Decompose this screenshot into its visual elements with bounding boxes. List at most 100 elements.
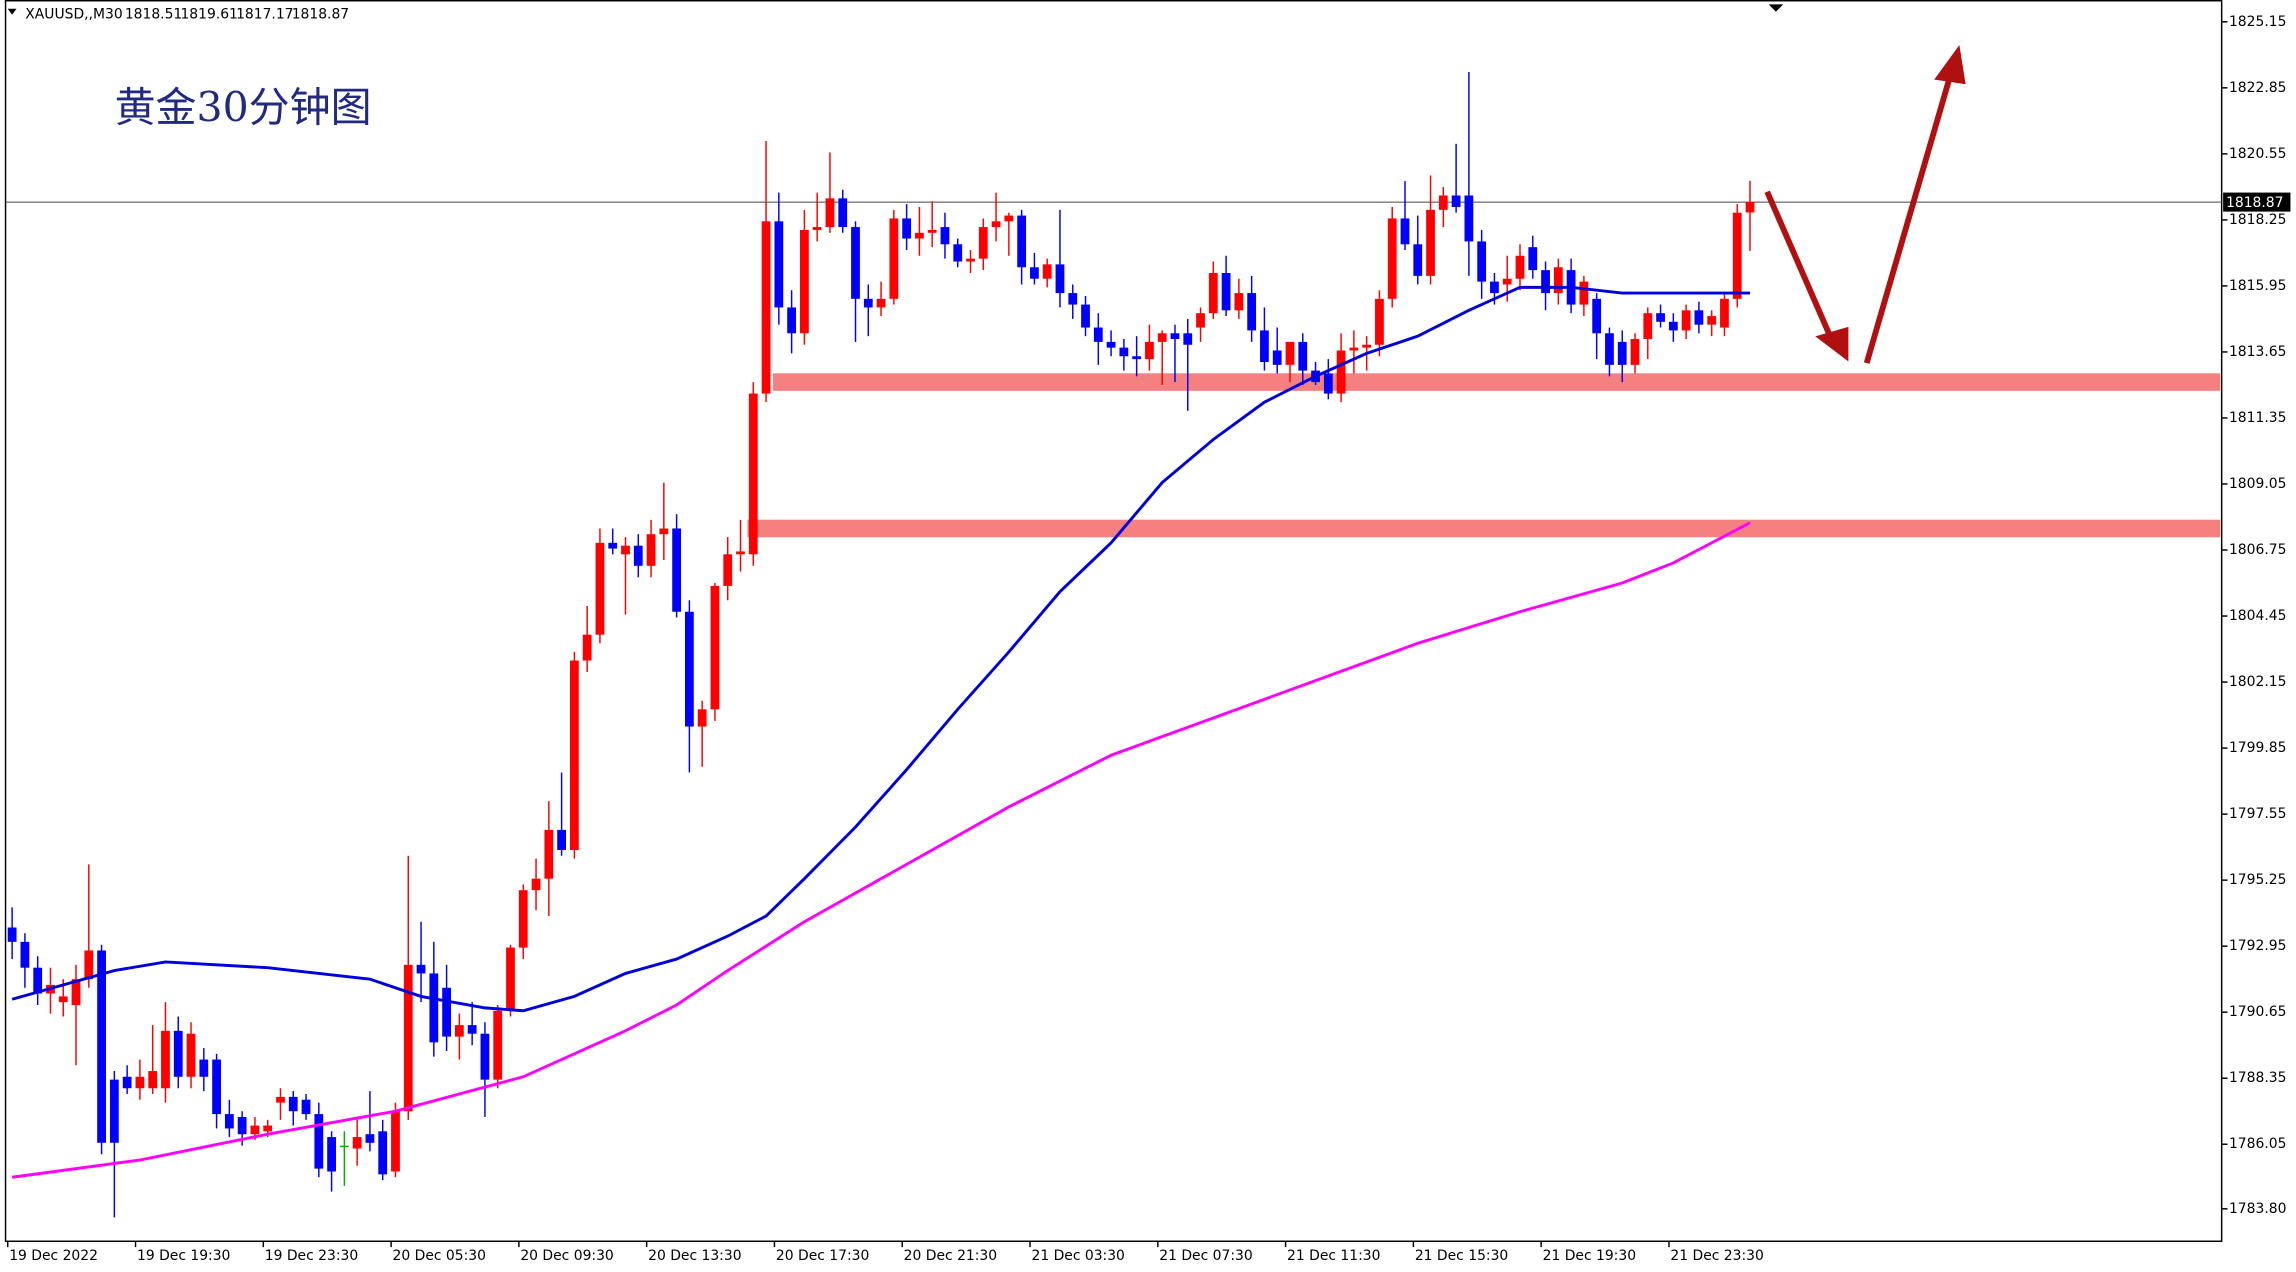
x-tick-label: 21 Dec 15:30	[1415, 1248, 1508, 1264]
x-tick-label: 20 Dec 13:30	[648, 1248, 741, 1264]
candle-body	[1694, 310, 1704, 325]
y-tick-label: 1811.35	[2229, 410, 2286, 426]
header-value: 1818.87	[292, 7, 349, 23]
candle-body	[58, 996, 68, 1003]
chart-title: 黄金30分钟图	[115, 84, 372, 132]
candle-body	[1502, 278, 1512, 285]
candle-body	[876, 298, 886, 308]
x-tick-label: 21 Dec 19:30	[1543, 1248, 1636, 1264]
y-tick-label: 1792.95	[2229, 938, 2286, 954]
candle-body	[1068, 293, 1078, 305]
candle-body	[506, 947, 515, 1011]
candle-body	[1323, 373, 1333, 394]
x-tick-label: 21 Dec 11:30	[1287, 1248, 1380, 1264]
candle-body	[1451, 195, 1461, 207]
y-tick-label: 1804.45	[2229, 608, 2286, 624]
candle-body	[774, 221, 784, 308]
candle-body	[723, 554, 733, 586]
candle-body	[1004, 215, 1014, 222]
y-tick-label: 1786.05	[2229, 1136, 2286, 1152]
candle-body	[787, 307, 797, 334]
candle-body	[467, 1025, 477, 1034]
price-tag-label: 1818.87	[2226, 195, 2283, 211]
x-tick-label: 19 Dec 23:30	[265, 1248, 358, 1264]
candle-body	[531, 878, 541, 891]
candle-body	[161, 1030, 170, 1089]
y-tick-label: 1806.75	[2229, 542, 2286, 558]
candle-body	[1668, 321, 1678, 331]
candle-body	[7, 927, 17, 942]
candle-body	[940, 227, 950, 245]
y-tick-label: 1797.55	[2229, 806, 2286, 822]
symbol: XAUUSD,,M30	[25, 7, 122, 23]
candle-body	[493, 1010, 503, 1080]
candle-body	[1656, 313, 1665, 322]
candle-body	[1298, 341, 1308, 371]
y-tick-label: 1825.15	[2229, 14, 2286, 30]
candle-body	[1515, 255, 1525, 279]
candle-body	[1745, 202, 1755, 213]
plot-frame	[4, 0, 2223, 1242]
y-tick-label: 1813.65	[2229, 344, 2286, 360]
y-tick-label: 1809.05	[2229, 476, 2286, 492]
candle-body	[672, 528, 682, 612]
candle-body	[1553, 267, 1563, 294]
candle-body	[902, 218, 912, 239]
candle-body	[863, 298, 873, 308]
candle-body	[84, 950, 94, 980]
candle-body	[1234, 293, 1244, 311]
y-tick-label: 1815.95	[2229, 278, 2286, 294]
candle-body	[518, 890, 528, 948]
candle-body	[1630, 339, 1640, 365]
x-tick-label: 21 Dec 23:30	[1670, 1248, 1763, 1264]
candle-body	[991, 221, 1001, 228]
candle-body	[557, 829, 566, 850]
candle-body	[122, 1076, 132, 1089]
arrow-head	[1815, 326, 1849, 362]
candle-body	[1707, 316, 1717, 325]
candle-body	[927, 229, 937, 233]
candle-body	[851, 227, 860, 299]
arrows	[1764, 44, 1966, 364]
header-value: 1819.61	[180, 7, 237, 23]
x-tick-label: 20 Dec 05:30	[393, 1248, 486, 1264]
candle-body	[1247, 293, 1257, 331]
candle-body	[237, 1116, 247, 1135]
menu-triangle	[7, 8, 17, 15]
candle-body	[327, 1137, 336, 1172]
candle-body	[1145, 341, 1154, 360]
candle-body	[1042, 264, 1052, 279]
candle-body	[1285, 341, 1295, 365]
candle-body	[1157, 333, 1167, 342]
candle-body	[135, 1076, 145, 1089]
candle-body	[1400, 218, 1410, 245]
support-zone	[747, 519, 2221, 538]
candle-body	[953, 244, 963, 262]
candle-body	[20, 941, 30, 968]
candle-body	[173, 1030, 183, 1077]
candle-body	[1732, 212, 1742, 299]
y-tick-label: 1822.85	[2229, 80, 2286, 96]
candle-body	[1438, 195, 1448, 210]
candle-body	[1362, 344, 1372, 348]
candle-body	[429, 973, 439, 1043]
candle-body	[646, 534, 656, 566]
x-tick-label: 19 Dec 2022	[9, 1248, 98, 1264]
candle-body	[1617, 341, 1627, 365]
candle-body	[1183, 333, 1193, 345]
x-tick-label: 21 Dec 07:30	[1159, 1248, 1252, 1264]
candle-body	[212, 1059, 221, 1115]
candle-body	[480, 1033, 490, 1080]
candle-body	[288, 1096, 298, 1112]
candle-body	[1643, 313, 1653, 340]
y-tick-label: 1790.65	[2229, 1004, 2286, 1020]
candle-body	[186, 1033, 196, 1077]
arrow-down	[1764, 190, 1835, 341]
y-tick-label: 1783.80	[2229, 1201, 2286, 1217]
candle-body	[621, 545, 630, 555]
candle-body	[1119, 347, 1129, 357]
moving-average	[11, 285, 1751, 1013]
candle-body	[685, 611, 694, 727]
candle-body	[1106, 341, 1116, 348]
